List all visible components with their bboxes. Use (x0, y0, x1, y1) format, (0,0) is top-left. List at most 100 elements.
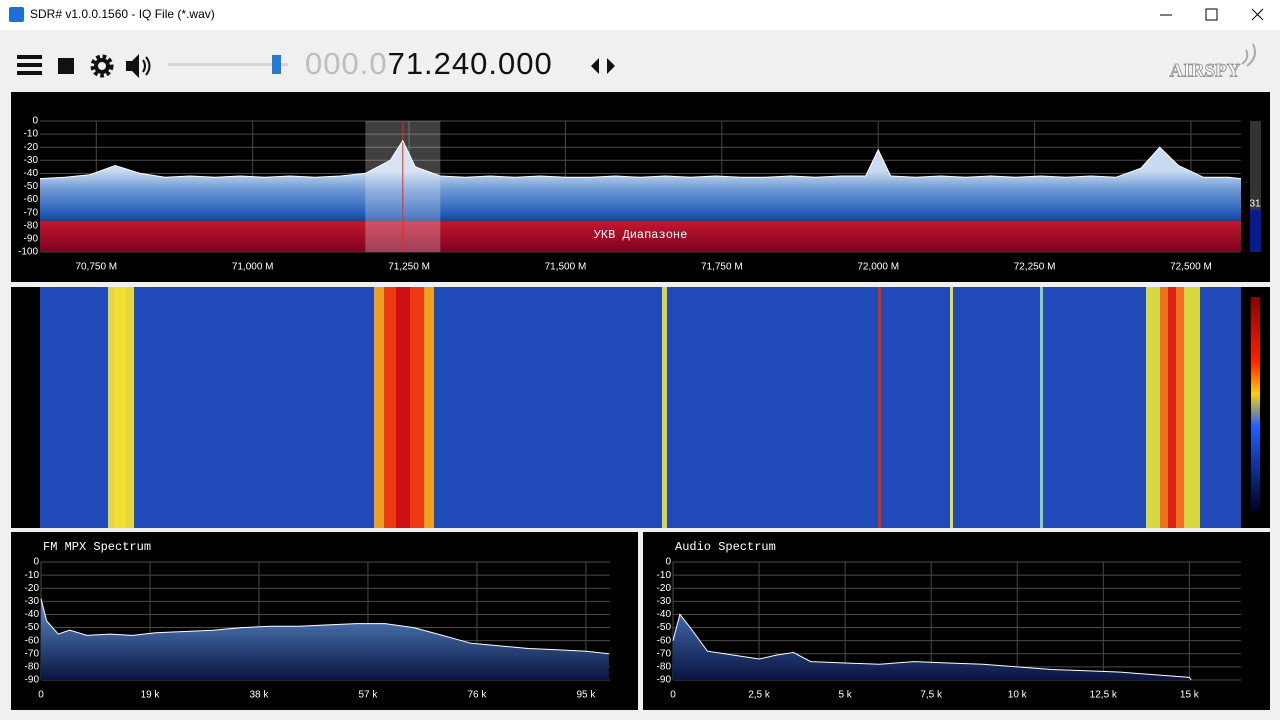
y-tick-label: -30 (657, 596, 672, 607)
x-tick-label: 72,250 M (1014, 262, 1056, 273)
x-tick-label: 57 k (358, 690, 378, 701)
spectrum-trace (672, 613, 1192, 681)
y-tick-label: -90 (24, 234, 39, 245)
x-tick-label: 72,000 M (857, 262, 899, 273)
speaker (126, 54, 139, 78)
x-tick-label: 70,750 M (75, 262, 117, 273)
waterfall-line (878, 287, 881, 528)
title-bar (0, 0, 1280, 30)
waterfall-line (662, 287, 667, 528)
waterfall (40, 287, 1241, 528)
waterfall-line (1040, 287, 1043, 528)
x-tick-label: 76 k (467, 690, 487, 701)
y-tick-label: 0 (32, 116, 38, 127)
settings-button[interactable] (90, 54, 114, 78)
range-value: 31 (1249, 199, 1261, 210)
y-tick-label: -100 (18, 247, 38, 258)
waterfall-scale (1251, 297, 1260, 512)
frequency-value: 71.240.000 (388, 46, 553, 81)
frequency-leading: 000.0 (305, 46, 388, 81)
x-tick-label: 38 k (250, 690, 270, 701)
y-tick-label: -60 (657, 635, 672, 646)
logo-waves (1241, 43, 1256, 67)
y-tick-label: -40 (25, 609, 40, 620)
x-tick-label: 71,500 M (545, 262, 587, 273)
gear (90, 54, 114, 78)
y-tick-label: -10 (657, 570, 672, 581)
y-tick-label: -20 (25, 583, 40, 594)
mute-button[interactable] (126, 54, 151, 78)
spectrum-trace (39, 139, 1242, 180)
spectrum-fill (673, 614, 1192, 680)
x-tick-label: 10 k (1008, 690, 1028, 701)
y-tick-label: -90 (25, 675, 40, 686)
window-title: SDR# v1.0.0.1560 - IQ File (*.wav) (30, 7, 215, 21)
range-slider-fill (1250, 210, 1261, 252)
y-tick-label: -10 (24, 129, 39, 140)
y-tick-label: -50 (24, 181, 39, 192)
x-tick-label: 95 k (576, 690, 596, 701)
y-tick-label: -40 (24, 168, 39, 179)
maximize-button[interactable] (1205, 8, 1218, 21)
x-tick-label: 15 k (1180, 690, 1200, 701)
x-tick-label: 0 (670, 690, 676, 701)
frequency-display[interactable]: 000.071.240.000 (305, 46, 553, 81)
speaker-waves (142, 56, 151, 76)
waterfall-line (950, 287, 953, 528)
waterfall-band (114, 287, 126, 528)
y-tick-label: -80 (24, 220, 39, 231)
audio-panel (643, 532, 1270, 710)
close-button[interactable] (1251, 8, 1264, 21)
x-tick-label: 7,5 k (920, 690, 943, 701)
y-tick-label: -80 (25, 662, 40, 673)
y-tick-label: -30 (24, 155, 39, 166)
gear-hub (94, 58, 110, 74)
y-tick-label: -30 (25, 596, 40, 607)
waterfall-shade (40, 287, 1241, 528)
y-tick-label: -70 (24, 207, 39, 218)
y-tick-label: -70 (657, 648, 672, 659)
x-tick-label: 71,750 M (701, 262, 743, 273)
app-icon (9, 7, 24, 22)
y-tick-label: 0 (665, 557, 671, 568)
x-tick-label: 0 (38, 690, 44, 701)
y-tick-label: -50 (657, 622, 672, 633)
range-slider[interactable] (1250, 121, 1261, 252)
x-tick-label: 2,5 k (748, 690, 771, 701)
x-tick-label: 12,5 k (1090, 690, 1118, 701)
spectrum-fill (41, 598, 609, 680)
y-tick-label: -60 (25, 635, 40, 646)
y-tick-label: -40 (657, 609, 672, 620)
y-tick-label: -70 (25, 648, 40, 659)
stop-button[interactable] (58, 58, 74, 74)
chart-title: Audio Spectrum (675, 540, 776, 554)
waterfall-band (396, 287, 410, 528)
y-tick-label: -90 (657, 675, 672, 686)
menu-button[interactable] (17, 55, 42, 75)
annotation: УКВ Диапазоне (594, 228, 688, 242)
chart-title: FM MPX Spectrum (43, 540, 151, 554)
y-tick-label: -20 (24, 142, 39, 153)
waterfall-band (1168, 287, 1176, 528)
mpx-panel (11, 532, 638, 710)
volume-thumb[interactable] (272, 55, 281, 74)
tune-arrows[interactable] (591, 58, 615, 74)
spectrum-fill (40, 140, 1241, 252)
y-tick-label: -60 (24, 194, 39, 205)
y-tick-label: -10 (25, 570, 40, 581)
y-tick-label: 0 (33, 557, 39, 568)
spectrum-trace (40, 598, 609, 655)
x-tick-label: 71,250 M (388, 262, 430, 273)
x-tick-label: 19 k (141, 690, 161, 701)
logo: AIRSPY (1170, 60, 1241, 81)
volume-track (168, 63, 288, 66)
x-tick-label: 71,000 M (232, 262, 274, 273)
y-tick-label: -20 (657, 583, 672, 594)
y-tick-label: -50 (25, 622, 40, 633)
y-tick-label: -80 (657, 662, 672, 673)
x-tick-label: 5 k (838, 690, 852, 701)
x-tick-label: 72,500 M (1170, 262, 1212, 273)
